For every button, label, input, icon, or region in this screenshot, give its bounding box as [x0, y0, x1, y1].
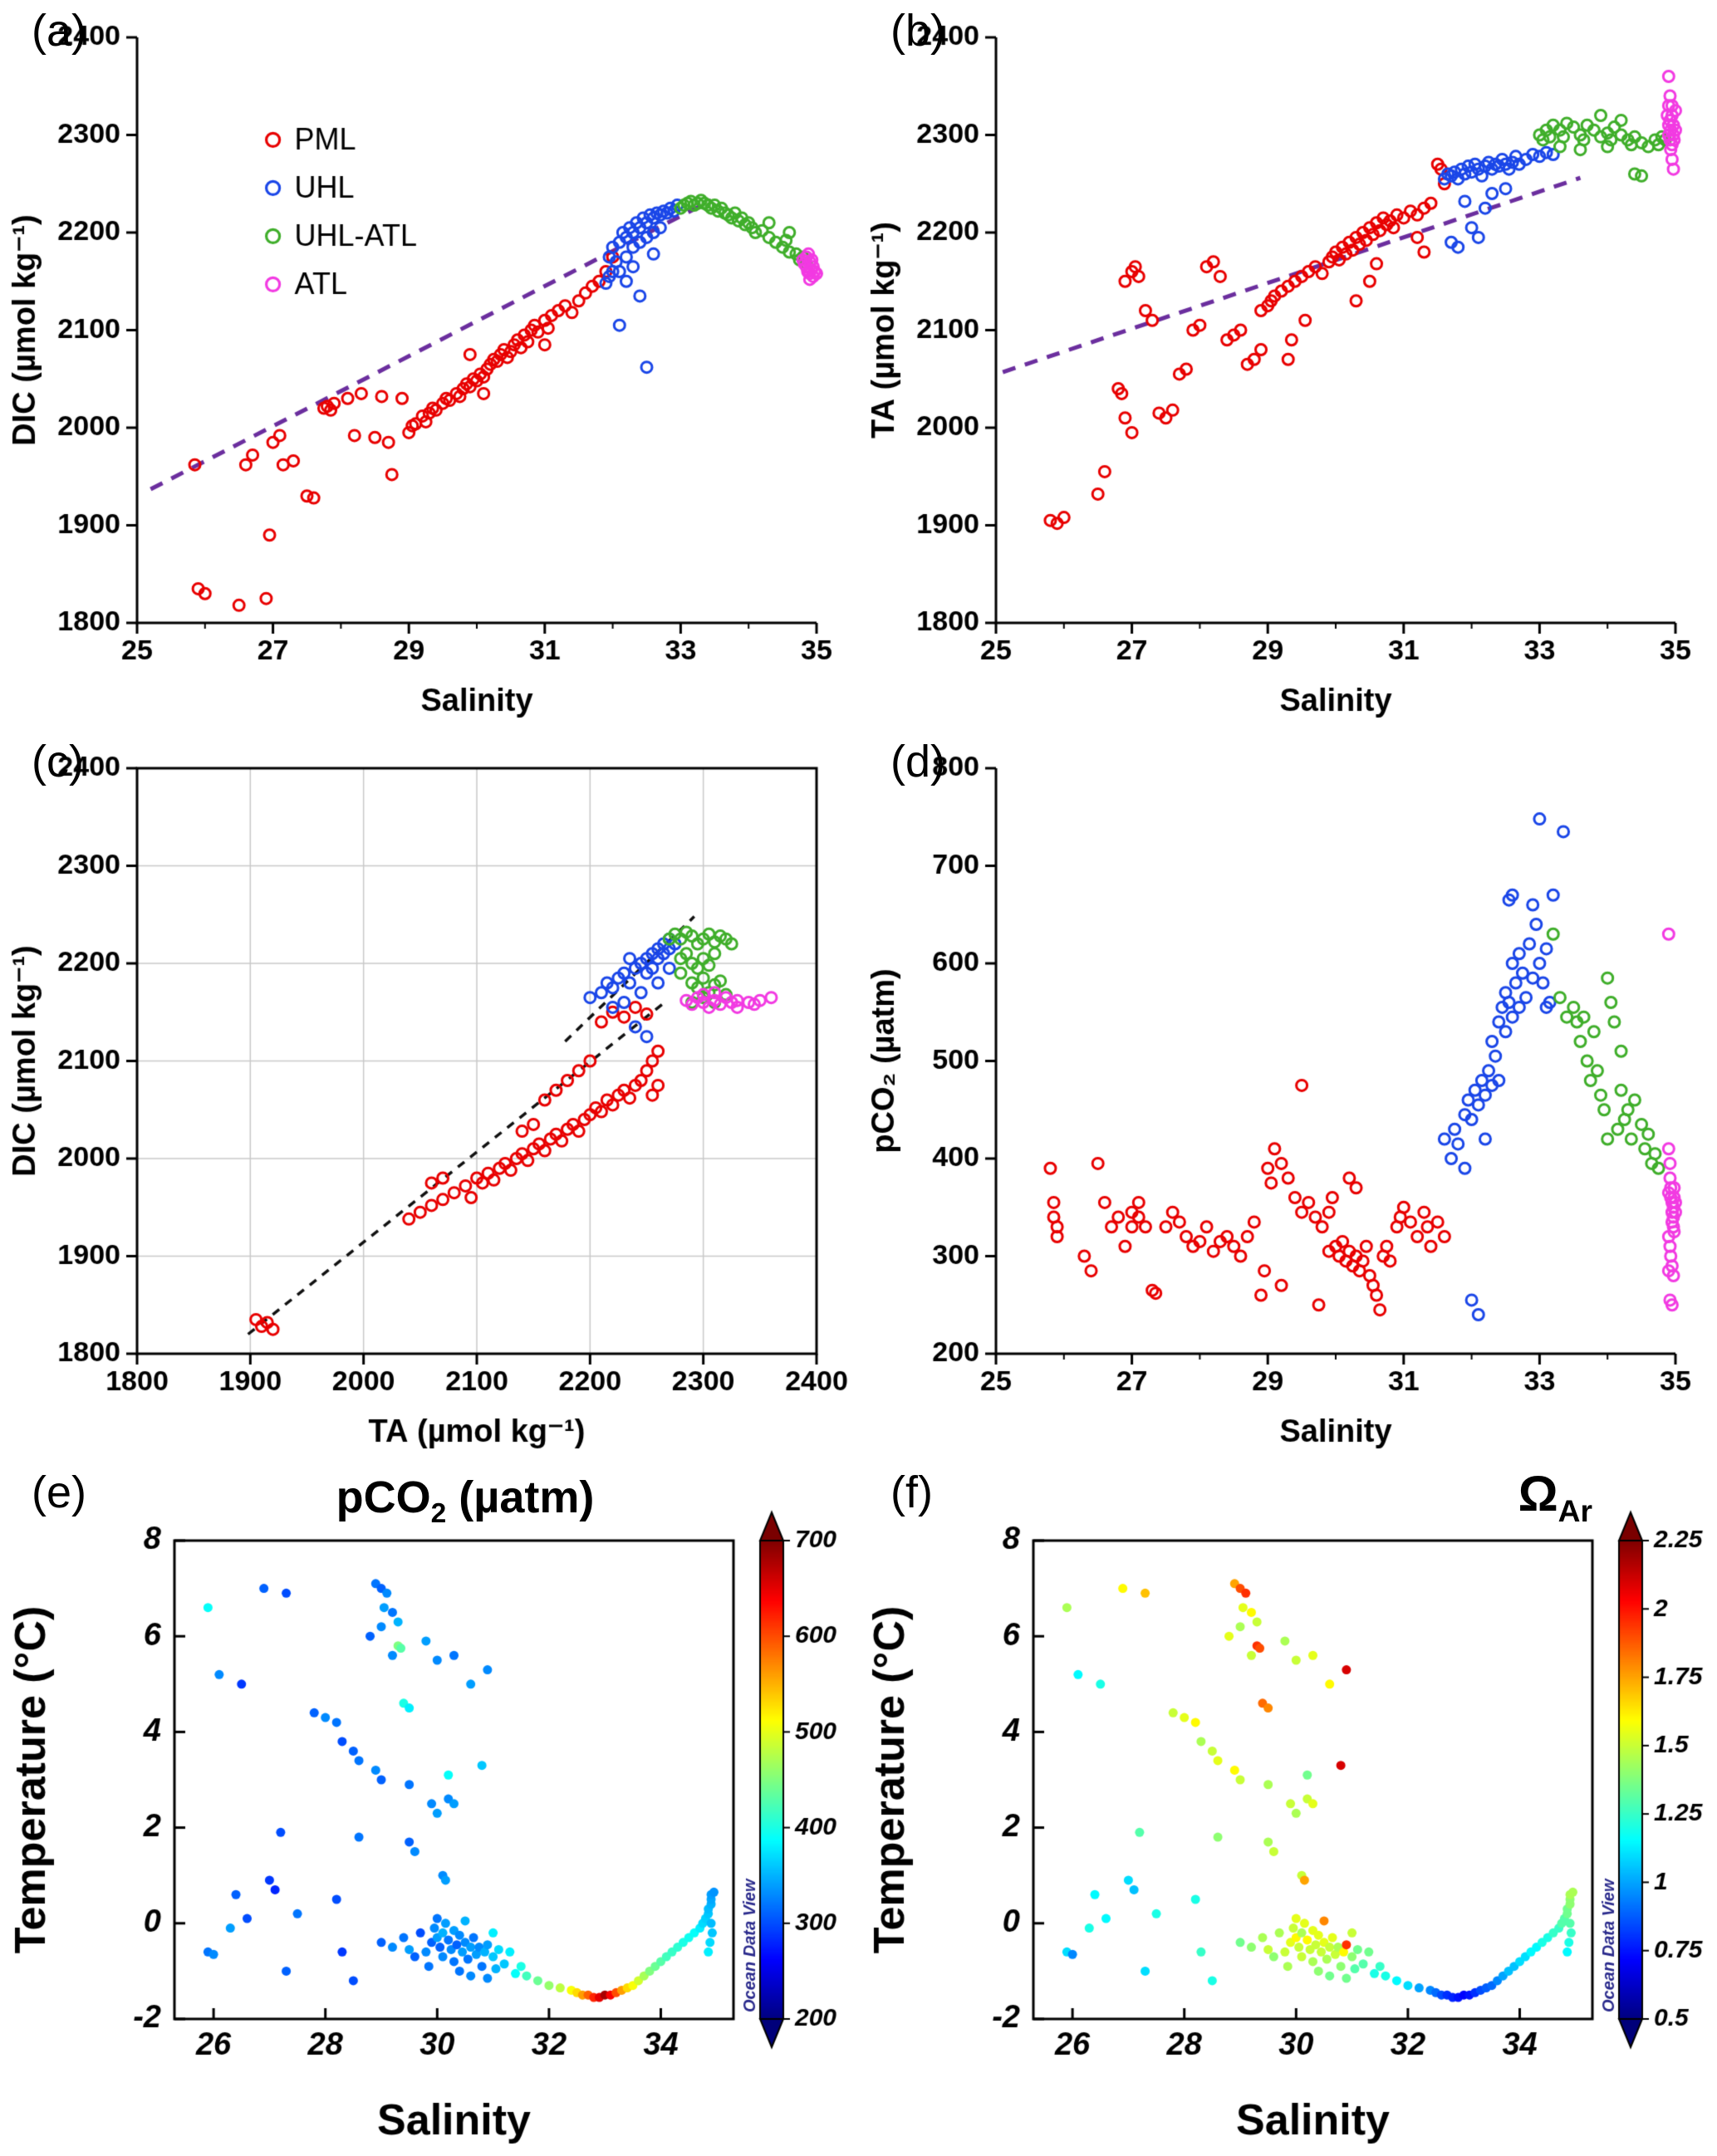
panel-f-title-pre: Ω [1518, 1466, 1558, 1521]
panel-b-plot [859, 0, 1717, 731]
panel-f-title: ΩAr [1518, 1465, 1592, 1529]
panel-f-tag: (f) [890, 1468, 933, 1517]
panel-f: (f) ΩAr [859, 1462, 1717, 2156]
panel-e-title-pre: pCO [336, 1472, 431, 1522]
panel-e-title-sub: 2 [430, 1497, 447, 1529]
panel-d: (d) [859, 731, 1717, 1462]
panel-f-title-sub: Ar [1558, 1493, 1592, 1528]
panel-c-tag: (c) [32, 737, 84, 786]
panel-b-tag: (b) [890, 6, 945, 56]
panel-d-plot [859, 731, 1717, 1462]
panel-e-tag: (e) [32, 1468, 86, 1517]
panel-e-title-post: (µatm) [446, 1472, 595, 1522]
panel-a: (a) [0, 0, 858, 731]
panel-e-title: pCO2 (µatm) [336, 1472, 595, 1530]
panel-e: (e) pCO2 (µatm) [0, 1462, 858, 2156]
panel-b: (b) [859, 0, 1717, 731]
panel-f-plot [859, 1462, 1717, 2156]
panel-c: (c) [0, 731, 858, 1462]
panel-e-plot [0, 1462, 858, 2156]
panel-a-plot [0, 0, 858, 731]
panel-d-tag: (d) [890, 737, 945, 786]
panel-c-plot [0, 731, 858, 1462]
panel-a-tag: (a) [32, 6, 86, 56]
